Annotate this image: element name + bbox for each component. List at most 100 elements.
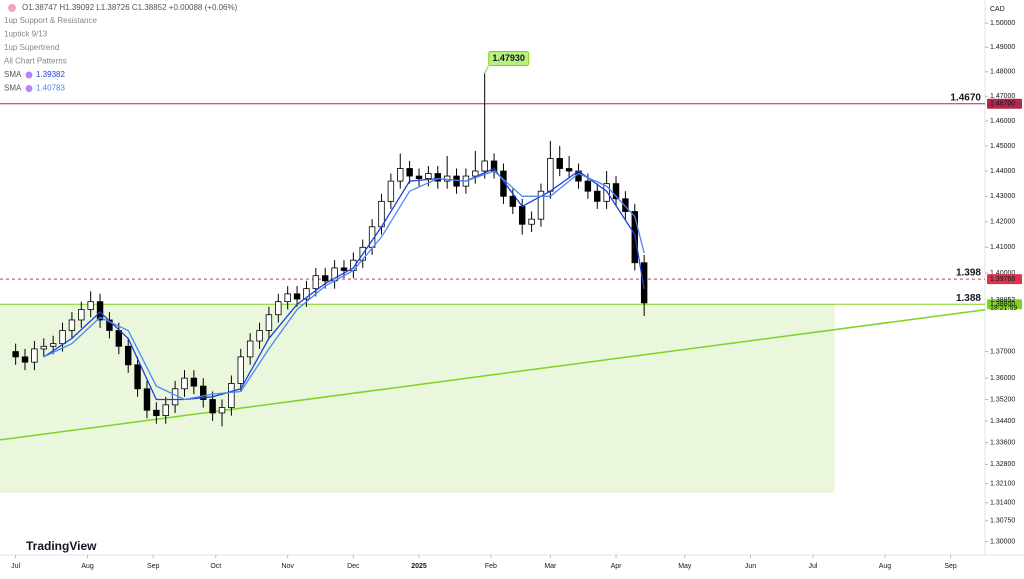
candle-body [31, 348, 38, 363]
indicator-icon [25, 85, 33, 92]
candle-body [603, 183, 610, 202]
x-tick-label: Apr [611, 563, 623, 570]
indicator-icon [25, 71, 33, 79]
axis-label: 1.38800 [990, 301, 1015, 308]
candle-body [96, 301, 104, 321]
callout-stem [484, 65, 490, 74]
y-tick-label: 1.43000 [990, 193, 1015, 200]
line-label: 1.398 [956, 268, 981, 279]
candle-body [12, 351, 19, 358]
axis-label-box [987, 299, 1022, 310]
x-tick-label: Aug [879, 563, 892, 570]
axis-label-box [987, 274, 1022, 285]
y-tick-label: 1.41000 [990, 244, 1015, 251]
y-tick-label: 1.49000 [990, 44, 1015, 51]
candle-body [209, 399, 216, 414]
candle-body [312, 275, 320, 290]
price-label: 1.38852 [990, 297, 1015, 304]
indicator-value: 1.39382 [36, 70, 65, 79]
candle-body [622, 198, 629, 212]
y-tick-label: 1.50000 [990, 20, 1015, 27]
candle-body [162, 404, 169, 417]
candle-body [190, 377, 198, 387]
candle-body [143, 388, 151, 411]
x-tick-label: Jun [745, 563, 756, 570]
candle-body [181, 377, 188, 390]
y-tick-label: 1.31400 [990, 500, 1015, 507]
logo: TradingView [26, 539, 97, 553]
candle-body [171, 388, 179, 406]
candle-body [528, 218, 535, 225]
x-tick-label: Feb [485, 563, 497, 570]
y-tick-label: 1.47000 [990, 93, 1015, 100]
candle-body [565, 168, 573, 172]
candle-body [21, 356, 29, 363]
candle-body [293, 293, 301, 300]
axis-label: 1.46700 [990, 101, 1015, 108]
candle-body [303, 288, 310, 300]
symbol-icon [8, 4, 16, 12]
candle-body [237, 356, 244, 384]
candle-body [246, 340, 254, 358]
candle-body [115, 330, 123, 347]
candle-body [397, 168, 404, 182]
zone [0, 304, 835, 493]
indicator-name[interactable]: 1up Supertrend [4, 43, 59, 52]
indicator-name[interactable]: All Chart Patterns [4, 57, 67, 66]
candle-body [265, 314, 273, 331]
y-tick-label: 1.44000 [990, 168, 1015, 175]
x-tick-label: Dec [347, 563, 360, 570]
x-tick-label: Sep [147, 563, 160, 570]
candle-body [321, 275, 329, 282]
candle-body [78, 309, 85, 321]
x-tick-label: Jul [809, 563, 818, 570]
callout-box [488, 50, 530, 66]
candle-body [556, 158, 563, 169]
ohlc-legend: O1.38747 H1.39092 L1.38726 C1.38852 +0.0… [22, 3, 238, 12]
candle-body [284, 293, 291, 303]
callout-label: 1.47930 [492, 53, 525, 63]
y-tick-label: 1.32100 [990, 480, 1015, 487]
indicator-name[interactable]: SMA [4, 84, 22, 93]
countdown: 18:21:59 [990, 305, 1017, 312]
x-tick-label: Oct [210, 563, 221, 570]
candle-body [87, 301, 94, 310]
trendline [0, 309, 986, 441]
indicator-name[interactable]: 1up Support & Resistance [4, 16, 97, 25]
y-tick-label: 1.48000 [990, 69, 1015, 76]
y-tick-label: 1.33600 [990, 439, 1015, 446]
y-tick-label: 1.40000 [990, 270, 1015, 277]
indicator-name[interactable]: 1uptick 9/13 [4, 30, 48, 39]
candle-body [481, 160, 488, 172]
candle-body [340, 267, 348, 271]
candle-body [153, 409, 160, 417]
candle-body [472, 170, 479, 177]
candle-body [406, 168, 413, 177]
x-tick-label: 2025 [411, 563, 427, 570]
candle-body [640, 262, 648, 304]
candle-body [124, 345, 132, 366]
line-label: 1.388 [956, 293, 981, 304]
candle-body [68, 319, 76, 331]
candle-body [228, 383, 235, 408]
candle-body [218, 407, 226, 414]
candle-body [49, 343, 57, 347]
candle-body [256, 330, 263, 342]
candle-body [275, 301, 282, 316]
candle-body [537, 190, 545, 220]
candle-body [40, 345, 47, 350]
x-tick-label: Mar [544, 563, 557, 570]
y-tick-label: 1.32800 [990, 461, 1015, 468]
candle-body [200, 385, 207, 400]
candle-body [434, 173, 441, 182]
candle-body [453, 175, 460, 187]
y-tick-label: 1.30000 [990, 538, 1015, 545]
y-tick-label: 1.34400 [990, 418, 1015, 425]
candle-body [134, 364, 141, 390]
x-tick-label: Sep [944, 563, 957, 570]
line-label: 1.4670 [950, 92, 981, 103]
indicator-name[interactable]: SMA [4, 70, 22, 79]
x-tick-label: Jul [11, 563, 20, 570]
axis-label-box [987, 98, 1022, 109]
